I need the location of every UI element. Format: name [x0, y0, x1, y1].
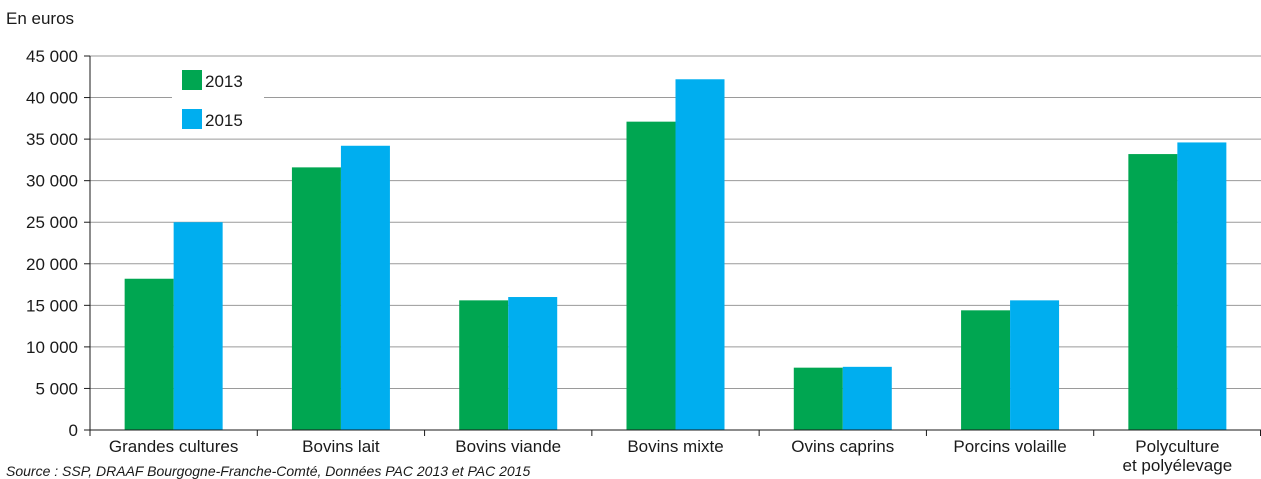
x-category-label: Polyculture et polyélevage	[1123, 437, 1233, 475]
y-tick-label: 5 000	[35, 379, 78, 398]
x-category-label: Ovins caprins	[791, 437, 894, 456]
legend-label-2015: 2015	[205, 111, 243, 130]
bar-2015	[842, 366, 892, 430]
x-category-label: Bovins viande	[455, 437, 561, 456]
y-tick-label: 20 000	[26, 255, 78, 274]
legend-swatch-2015	[182, 109, 202, 129]
x-category-label: Porcins volaille	[953, 437, 1066, 456]
x-category-label: Grandes cultures	[109, 437, 238, 456]
bar-2013	[459, 300, 509, 430]
bar-2013	[626, 121, 676, 430]
y-tick-label: 15 000	[26, 296, 78, 315]
y-tick-label: 30 000	[26, 172, 78, 191]
bar-2013	[124, 278, 174, 430]
y-tick-label: 40 000	[26, 89, 78, 108]
bars	[124, 79, 1227, 431]
bar-2013	[1128, 154, 1178, 430]
y-tick-label: 35 000	[26, 130, 78, 149]
x-category-label: Bovins lait	[302, 437, 380, 456]
bar-2013	[961, 310, 1011, 430]
bar-2015	[1010, 300, 1060, 430]
bar-2013	[793, 367, 843, 430]
legend-swatch-2013	[182, 70, 202, 90]
y-tick-label: 0	[69, 421, 78, 440]
bar-2015	[340, 145, 390, 430]
y-tick-label: 45 000	[26, 47, 78, 66]
bar-2013	[291, 167, 341, 430]
y-axis-unit-label: En euros	[6, 9, 74, 28]
axes	[84, 55, 1261, 436]
y-tick-label: 10 000	[26, 338, 78, 357]
labels: 0 5 000 10 000 15 000 20 000 25 000 30 000 35 0…	[26, 47, 1232, 475]
x-category-label: Bovins mixte	[627, 437, 723, 456]
bar-2015	[508, 297, 558, 430]
y-tick-label: 25 000	[26, 213, 78, 232]
bar-2015	[1177, 142, 1227, 431]
bar-2015	[173, 222, 223, 430]
source-note: Source : SSP, DRAAF Bourgogne-Franche-Co…	[6, 463, 530, 479]
legend: 2013 2015	[172, 66, 264, 134]
bar-2015	[675, 79, 725, 430]
legend-label-2013: 2013	[205, 72, 243, 91]
